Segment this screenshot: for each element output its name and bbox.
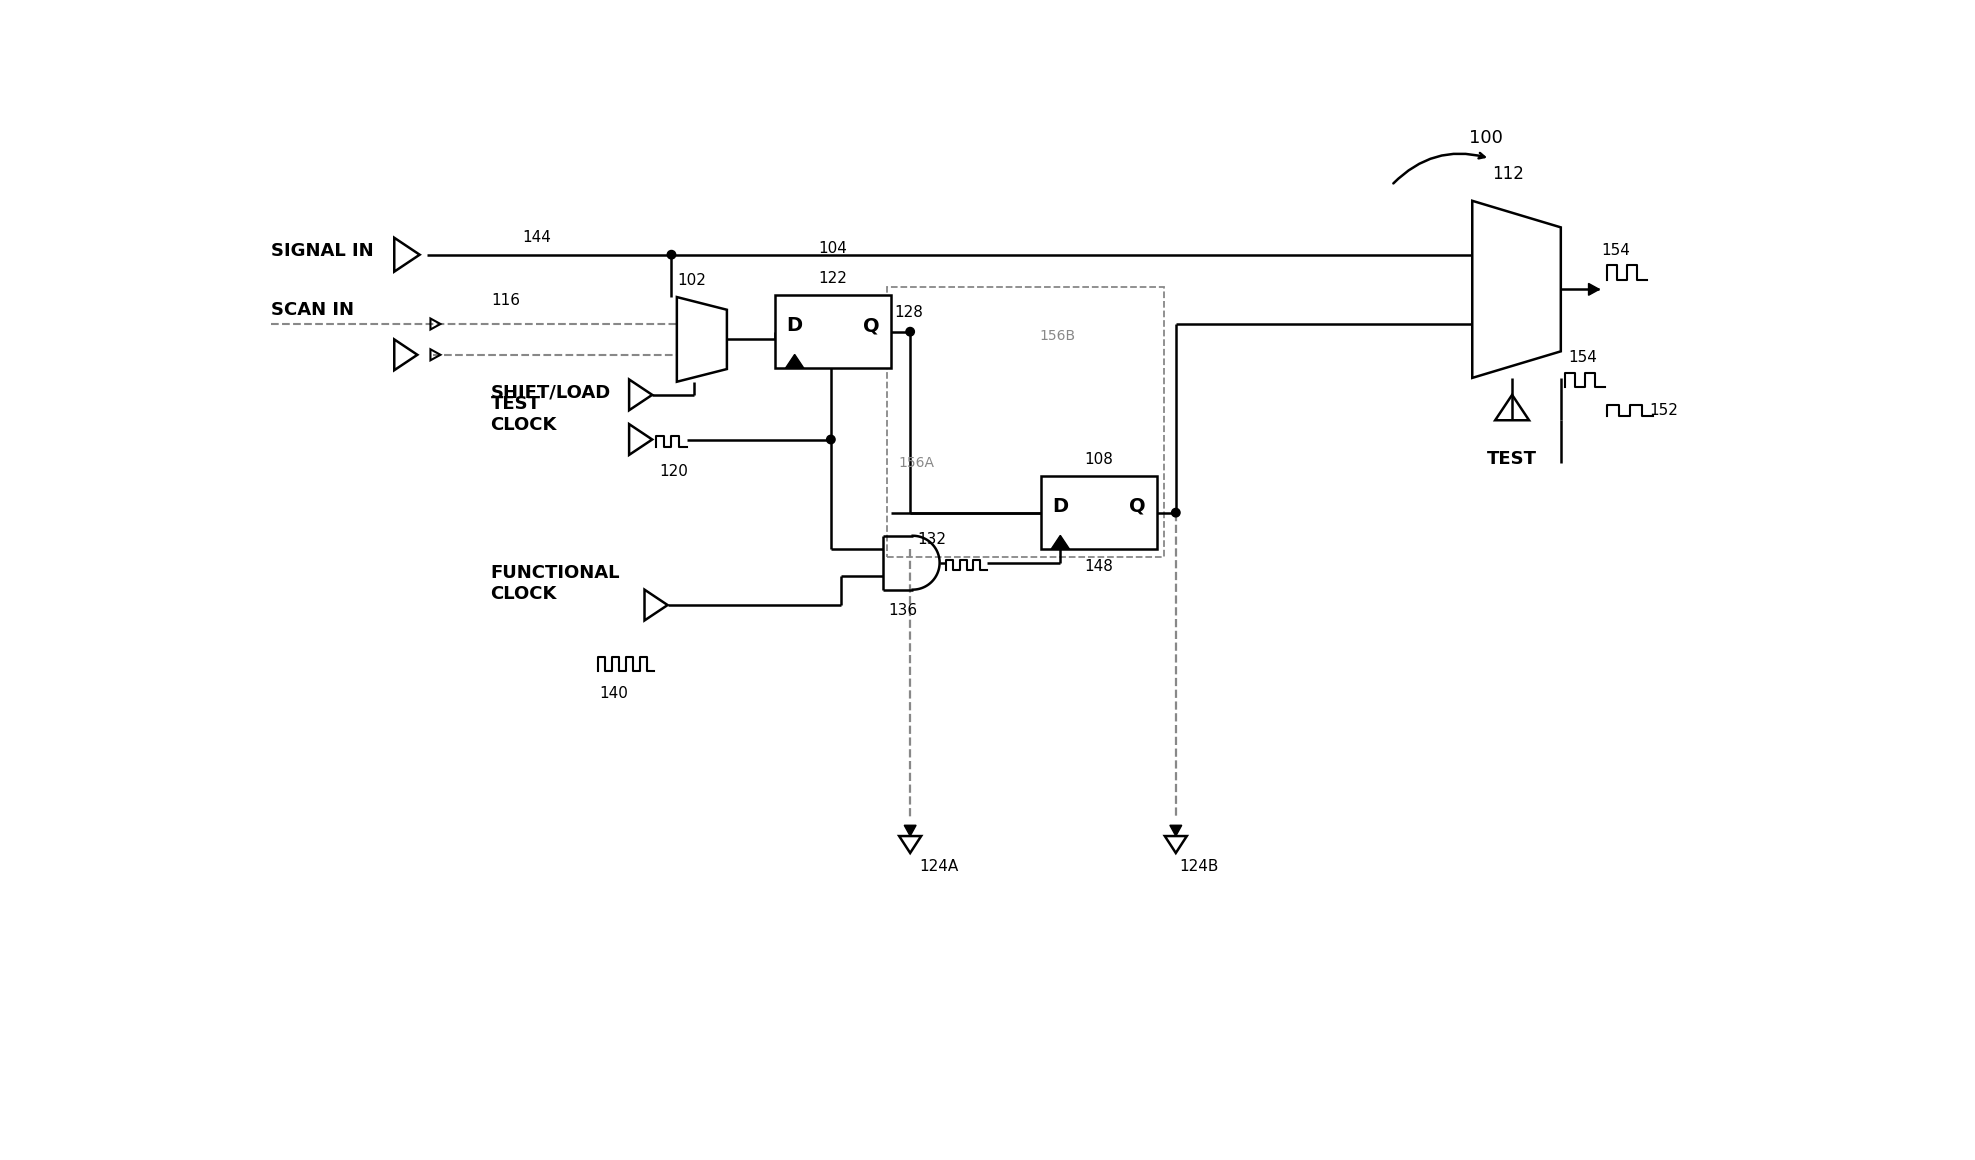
- Bar: [887, 288, 1165, 557]
- Circle shape: [668, 251, 675, 259]
- Circle shape: [1171, 508, 1179, 517]
- Text: 100: 100: [1469, 129, 1503, 146]
- Text: 124A: 124A: [920, 860, 958, 875]
- Text: TEST
CLOCK: TEST CLOCK: [490, 396, 557, 434]
- Text: SCAN IN: SCAN IN: [271, 302, 354, 319]
- Text: 152: 152: [1649, 403, 1679, 418]
- Polygon shape: [1588, 283, 1600, 296]
- Text: 136: 136: [889, 603, 918, 618]
- Text: 116: 116: [492, 293, 521, 309]
- Bar: [1041, 476, 1157, 549]
- Text: 108: 108: [1084, 451, 1114, 466]
- Polygon shape: [677, 297, 727, 382]
- Text: 102: 102: [677, 273, 707, 288]
- Text: D: D: [786, 316, 802, 335]
- Text: 154: 154: [1568, 350, 1598, 365]
- Polygon shape: [1169, 825, 1181, 836]
- Text: 122: 122: [820, 270, 847, 285]
- Text: 104: 104: [820, 241, 847, 256]
- Text: 156A: 156A: [899, 456, 934, 470]
- Text: 120: 120: [660, 464, 687, 479]
- Text: 128: 128: [895, 305, 924, 320]
- Polygon shape: [905, 825, 916, 836]
- Text: Q: Q: [863, 316, 881, 335]
- Text: 132: 132: [918, 532, 946, 548]
- Text: 144: 144: [521, 230, 551, 245]
- Text: 148: 148: [1084, 559, 1114, 574]
- Text: Q: Q: [1130, 496, 1145, 516]
- Text: FUNCTIONAL
CLOCK: FUNCTIONAL CLOCK: [490, 564, 620, 603]
- Bar: [776, 295, 891, 368]
- Polygon shape: [1471, 201, 1560, 378]
- Polygon shape: [1051, 536, 1070, 549]
- Text: 112: 112: [1491, 165, 1523, 183]
- Text: 154: 154: [1602, 244, 1629, 259]
- Circle shape: [828, 435, 835, 444]
- Text: 124B: 124B: [1179, 860, 1219, 875]
- Text: SIGNAL IN: SIGNAL IN: [271, 241, 373, 260]
- Text: 156B: 156B: [1039, 329, 1076, 343]
- Circle shape: [907, 327, 914, 336]
- Text: D: D: [1053, 496, 1068, 516]
- Polygon shape: [786, 355, 804, 368]
- Text: TEST: TEST: [1487, 450, 1537, 467]
- Text: 140: 140: [598, 686, 628, 701]
- Text: SHIFT/LOAD: SHIFT/LOAD: [490, 384, 610, 401]
